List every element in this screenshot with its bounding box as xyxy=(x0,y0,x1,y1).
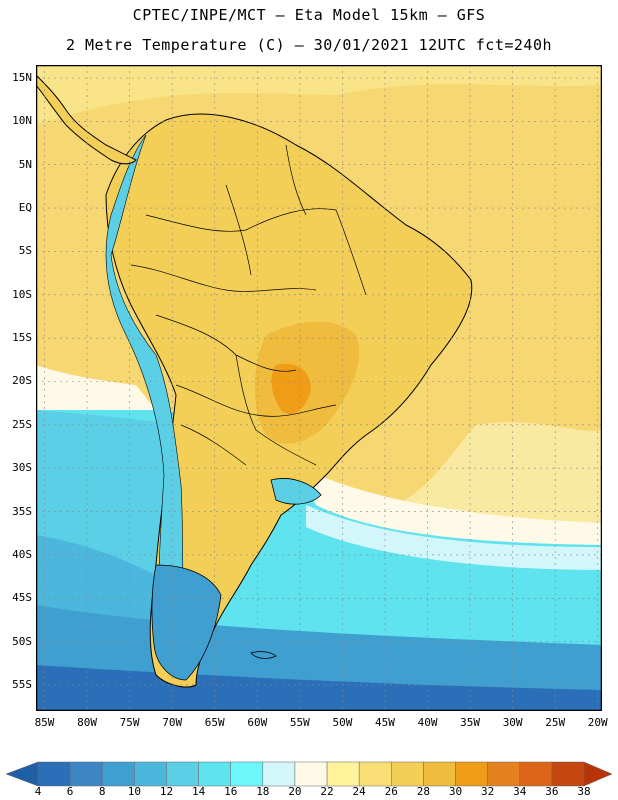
colorbar-tick-label: 34 xyxy=(513,785,527,798)
map-title: CPTEC/INPE/MCT – Eta Model 15km – GFS xyxy=(132,6,486,24)
political-borders xyxy=(130,144,367,466)
colorbar-swatch xyxy=(101,761,135,787)
latitude-tick-label: 35S xyxy=(12,504,32,518)
colorbar xyxy=(5,761,613,787)
field-atlantic-yellow xyxy=(396,422,602,535)
longitude-tick-label: 85W xyxy=(34,716,55,729)
colorbar-swatch xyxy=(551,761,585,787)
colorbar-swatch xyxy=(519,761,553,787)
colorbar-tick-label: 10 xyxy=(127,785,141,798)
latitude-tick-label: 45S xyxy=(12,591,32,605)
colorbar-tick-label: 8 xyxy=(98,785,106,798)
colorbar-low-arrow xyxy=(5,761,39,787)
latitude-tick-label: 15S xyxy=(12,331,32,345)
longitude-tick-label: 55W xyxy=(289,716,310,729)
longitude-tick-label: 65W xyxy=(204,716,225,729)
colorbar-tick-label: 18 xyxy=(256,785,270,798)
colorbar-tick-label: 28 xyxy=(416,785,431,798)
longitude-tick-label: 60W xyxy=(247,716,268,729)
longitude-tick-label: 45W xyxy=(375,716,395,729)
longitude-tick-label: 80W xyxy=(77,716,97,729)
colorbar-tick-label: 22 xyxy=(320,785,334,798)
longitude-tick-label: 75W xyxy=(119,716,140,729)
colorbar-tick-label: 26 xyxy=(384,785,398,798)
colorbar-tick-label: 12 xyxy=(159,785,174,798)
colorbar-swatch xyxy=(294,761,328,787)
map-subtitle: 2 Metre Temperature (C) – 30/01/2021 12U… xyxy=(65,36,553,54)
map-frame xyxy=(36,65,602,711)
field-pale-north xyxy=(36,65,602,125)
colorbar-tick-label: 4 xyxy=(34,785,42,798)
colorbar-tick-label: 16 xyxy=(224,785,238,798)
latitude-tick-label: 25S xyxy=(12,417,32,431)
longitude-tick-label: 40W xyxy=(417,716,438,729)
colorbar-tick-label: 6 xyxy=(66,785,74,798)
colorbar-swatch xyxy=(198,761,231,787)
colorbar-swatch xyxy=(37,761,71,787)
colorbar-tick-label: 38 xyxy=(577,785,591,798)
longitude-tick-label: 25W xyxy=(545,716,566,729)
longitude-tick-label: 70W xyxy=(162,716,183,729)
field-light-blue-band xyxy=(306,505,602,570)
map-canvas xyxy=(36,65,602,711)
colorbar-swatch xyxy=(487,761,521,787)
temperature-map xyxy=(36,65,602,711)
latitude-tick-label: 5N xyxy=(18,157,32,171)
longitude-tick-label: 30W xyxy=(502,716,523,729)
longitude-tick-label: 50W xyxy=(332,716,353,729)
colorbar-swatch xyxy=(134,761,167,787)
latitude-tick-label: 55S xyxy=(12,677,32,691)
colorbar-swatch xyxy=(358,761,392,787)
colorbar-tick-label: 30 xyxy=(448,785,463,798)
latitude-tick-label: 5S xyxy=(18,244,32,258)
colorbar-swatch xyxy=(166,761,199,787)
colorbar-swatch xyxy=(455,761,488,787)
uruguay-region xyxy=(270,478,322,505)
field-cool-pacific xyxy=(36,365,156,410)
colorbar-tick-label: 36 xyxy=(545,785,559,798)
latitude-tick-label: 40S xyxy=(12,547,32,561)
latitude-tick-label: EQ xyxy=(18,201,32,215)
colorbar-swatch xyxy=(423,761,456,787)
latitude-tick-label: 10N xyxy=(12,114,32,128)
longitude-tick-label: 20W xyxy=(587,716,608,729)
colorbar-swatch xyxy=(262,761,296,787)
colorbar-swatch xyxy=(391,761,424,787)
hot-core xyxy=(271,363,311,414)
graticule xyxy=(36,65,602,711)
colorbar-swatch xyxy=(69,761,103,787)
latitude-tick-label: 30S xyxy=(12,461,32,475)
colorbar-tick-label: 14 xyxy=(191,785,206,798)
colorbar-high-arrow xyxy=(583,761,613,787)
latitude-tick-label: 50S xyxy=(12,634,32,648)
colorbar-swatch xyxy=(230,761,264,787)
central-america xyxy=(36,74,137,165)
latitude-tick-label: 15N xyxy=(12,71,32,84)
colorbar-swatch xyxy=(326,761,360,787)
latitude-tick-label: 20S xyxy=(12,374,32,388)
colorbar-tick-label: 24 xyxy=(352,785,366,798)
colorbar-tick-label: 20 xyxy=(288,785,302,798)
patagonia-cold xyxy=(151,564,222,681)
field-pale-band xyxy=(296,465,602,545)
colorbar-tick-label: 32 xyxy=(481,785,495,798)
longitude-tick-label: 35W xyxy=(460,716,480,729)
latitude-tick-label: 10S xyxy=(12,287,32,301)
